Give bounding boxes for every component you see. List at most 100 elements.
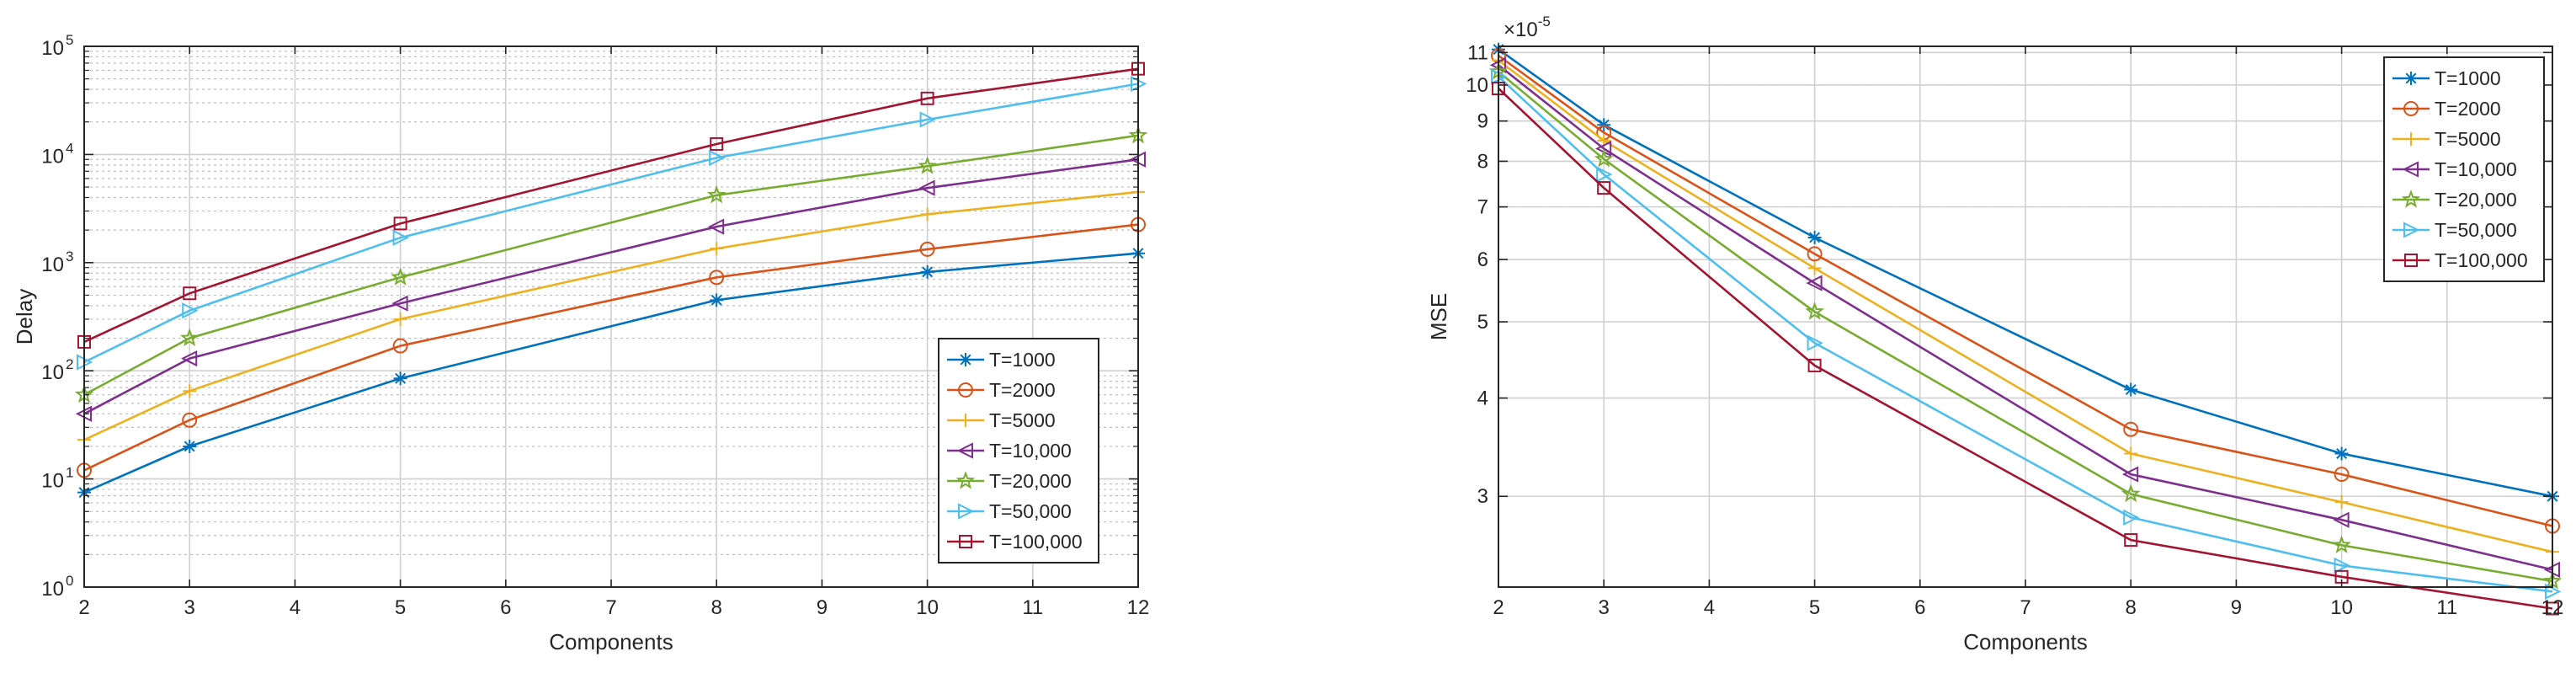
- data-point: [2123, 509, 2140, 526]
- legend-marker: [956, 442, 973, 459]
- legend-entry: T=2000: [2392, 98, 2501, 120]
- data-point: [2334, 557, 2350, 574]
- tick-exponent: 4: [66, 140, 73, 156]
- series-line: [83, 158, 1139, 415]
- series-5: [1488, 61, 2563, 590]
- y-tick-label: 10: [1466, 74, 1488, 97]
- data-point: [393, 216, 407, 231]
- series-line: [83, 134, 1139, 396]
- data-point: [920, 91, 934, 105]
- legend-label: T=100,000: [2435, 249, 2528, 271]
- legend-label: T=10,000: [989, 440, 1072, 462]
- legend-marker: [959, 414, 972, 427]
- data-point: [391, 267, 410, 286]
- ticks: [1498, 46, 2553, 587]
- tick-base: 10: [41, 470, 64, 493]
- legend-entry: T=100,000: [2392, 249, 2528, 271]
- legend-label: T=1000: [2435, 67, 2501, 89]
- legend-marker: [2403, 101, 2419, 116]
- ticks: [83, 45, 1139, 588]
- x-axis-title: Components: [1963, 629, 2087, 654]
- legend-label: T=1000: [989, 349, 1056, 371]
- data-point: [710, 242, 724, 256]
- data-point: [2124, 382, 2138, 397]
- data-point: [1805, 302, 1824, 320]
- legend-entry: T=10,000: [2392, 158, 2517, 180]
- legend-label: T=20,000: [2435, 189, 2517, 211]
- data-point: [2333, 511, 2350, 528]
- x-tick-label: 2: [78, 596, 89, 619]
- data-point: [707, 218, 725, 235]
- legend-marker: [2404, 72, 2418, 85]
- legend-marker: [958, 503, 975, 520]
- y-tick-label: 10 4: [41, 140, 73, 168]
- legend: T=1000 T=2000 T=5000 T=10,000 T=20,000 T=50,0…: [938, 338, 1099, 564]
- data-point: [1807, 334, 1823, 351]
- legend-marker: [2402, 161, 2419, 178]
- legend-entry: T=50,000: [2392, 219, 2517, 241]
- tick-base: 10: [41, 578, 64, 601]
- tick-exponent: 2: [66, 356, 73, 372]
- data-point: [709, 270, 725, 286]
- data-point: [2121, 466, 2139, 483]
- legend-marker: [959, 353, 972, 366]
- legend-marker: [2403, 222, 2420, 238]
- tick-base: 10: [41, 145, 64, 168]
- legend-label: T=5000: [989, 409, 1056, 431]
- tick-exponent: 3: [66, 248, 73, 264]
- series-line: [1498, 59, 2553, 553]
- data-point: [2334, 467, 2350, 483]
- data-point: [1596, 166, 1613, 183]
- data-point: [1807, 261, 1822, 275]
- x-tick-label: 9: [2231, 596, 2242, 619]
- series-line: [1498, 48, 2553, 498]
- exponent-power: -5: [1538, 13, 1551, 29]
- data-point: [2332, 535, 2351, 553]
- data-point: [183, 286, 197, 301]
- tick-exponent: 5: [66, 32, 73, 48]
- data-point: [182, 302, 199, 319]
- data-point: [180, 350, 198, 367]
- x-tick-label: 12: [2541, 596, 2564, 619]
- y-tick-label: 3: [1477, 485, 1488, 508]
- x-tick-label: 2: [1493, 596, 1504, 619]
- y-tick-label: 8: [1477, 150, 1488, 173]
- tick-exponent: 0: [66, 573, 73, 589]
- series-5: [74, 125, 1148, 403]
- data-point: [2124, 446, 2138, 461]
- data-point: [2124, 533, 2138, 547]
- y-tick-label: 11: [1467, 41, 1488, 64]
- tick-exponent: 1: [66, 465, 73, 481]
- data-point: [706, 184, 726, 204]
- series-line: [1498, 88, 2553, 610]
- series-line: [83, 83, 1139, 364]
- legend-entry: T=100,000: [947, 531, 1083, 553]
- y-tick-label: 7: [1477, 196, 1488, 219]
- series-line: [83, 223, 1139, 472]
- data-point: [1807, 358, 1822, 372]
- legend: T=1000 T=2000 T=5000 T=10,000 T=20,000 T=50,0…: [2383, 56, 2545, 282]
- legend-marker: [2404, 254, 2418, 267]
- exponent-base: ×10: [1504, 19, 1538, 41]
- x-tick-label: 10: [2330, 596, 2353, 619]
- y-tick-label: 10 0: [41, 573, 73, 601]
- x-tick-label: 8: [2126, 596, 2137, 619]
- data-point: [393, 312, 407, 326]
- tick-base: 10: [41, 254, 64, 276]
- x-axis-title: Components: [549, 629, 673, 654]
- data-point: [392, 229, 409, 246]
- data-point: [1806, 275, 1823, 291]
- tick-base: 10: [41, 361, 64, 384]
- legend-marker: [2404, 132, 2418, 146]
- legend-label: T=50,000: [989, 500, 1072, 522]
- x-tick-label: 4: [1704, 596, 1715, 619]
- series-line: [1498, 75, 2553, 593]
- x-tick-label: 7: [2020, 596, 2030, 619]
- series-line: [1498, 54, 2553, 527]
- y-tick-label: 5: [1477, 311, 1488, 334]
- legend-marker: [955, 471, 976, 489]
- data-point: [1807, 246, 1823, 262]
- x-tick-label: 7: [605, 596, 616, 619]
